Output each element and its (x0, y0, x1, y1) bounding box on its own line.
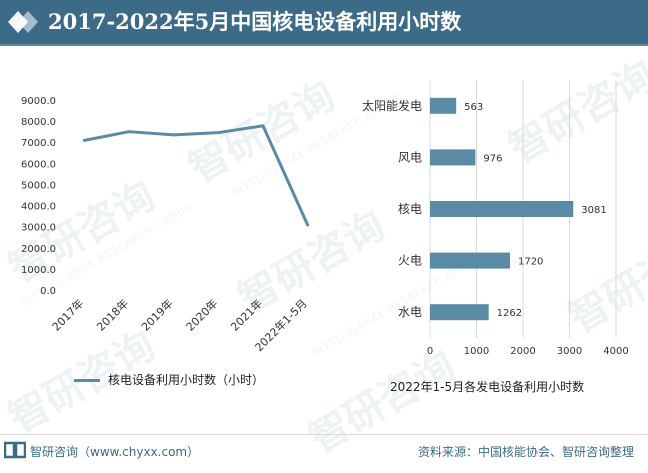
x-tick-label: 1000 (464, 346, 489, 357)
page-title: 2017-2022年5月中国核电设备利用小时数 (48, 9, 462, 34)
series-line (84, 124, 310, 226)
bar-value-label: 1262 (497, 308, 522, 319)
data-point (306, 223, 310, 227)
category-label: 核电 (398, 202, 422, 216)
y-tick-label: 2000.0 (21, 244, 56, 255)
bar-value-label: 976 (483, 153, 502, 164)
data-point (127, 130, 131, 134)
bar (430, 252, 510, 269)
data-point (82, 138, 86, 142)
legend-label: 核电设备利用小时数（小时） (108, 373, 265, 387)
category-label: 风电 (398, 150, 422, 164)
y-tick-label: 9000.0 (21, 96, 56, 107)
bar-value-label: 3081 (581, 205, 606, 216)
y-tick-label: 5000.0 (21, 180, 56, 191)
x-tick-label: 0 (427, 346, 433, 357)
bar (430, 149, 476, 166)
footer-divider (0, 434, 648, 435)
data-point (216, 131, 220, 135)
footer-brand[interactable]: 智研咨询（www.chyxx.com） (30, 445, 200, 459)
y-tick-label: 1000.0 (21, 265, 56, 276)
x-tick-label: 2000 (510, 346, 535, 357)
bar (430, 201, 574, 217)
y-tick-label: 4000.0 (21, 202, 56, 213)
category-label: 火电 (398, 254, 422, 268)
x-tick-label: 4000 (603, 346, 628, 357)
bar-chart-title: 2022年1-5月各发电设备利用小时数 (390, 380, 585, 394)
bar-value-label: 1720 (518, 257, 543, 268)
y-tick-label: 7000.0 (21, 138, 56, 149)
data-point (172, 133, 176, 137)
brand-logo-icon (4, 441, 26, 459)
header-divider (0, 44, 648, 46)
y-tick-label: 3000.0 (21, 223, 56, 234)
category-label: 水电 (398, 305, 422, 319)
legend-swatch (74, 379, 100, 382)
data-point (261, 124, 265, 128)
footer-source: 资料来源：中国核能协会、智研咨询整理 (417, 445, 634, 459)
x-tick-label: 3000 (557, 346, 582, 357)
bar (430, 304, 489, 321)
y-tick-label: 8000.0 (21, 117, 56, 128)
y-tick-label: 0.0 (40, 286, 56, 297)
category-label: 太阳能发电 (362, 98, 422, 113)
y-tick-label: 6000.0 (21, 159, 56, 170)
bar (430, 97, 457, 114)
bar-value-label: 563 (464, 102, 483, 113)
header-bar: 2017-2022年5月中国核电设备利用小时数 (0, 0, 648, 44)
diamond-logo-icon (8, 11, 38, 33)
